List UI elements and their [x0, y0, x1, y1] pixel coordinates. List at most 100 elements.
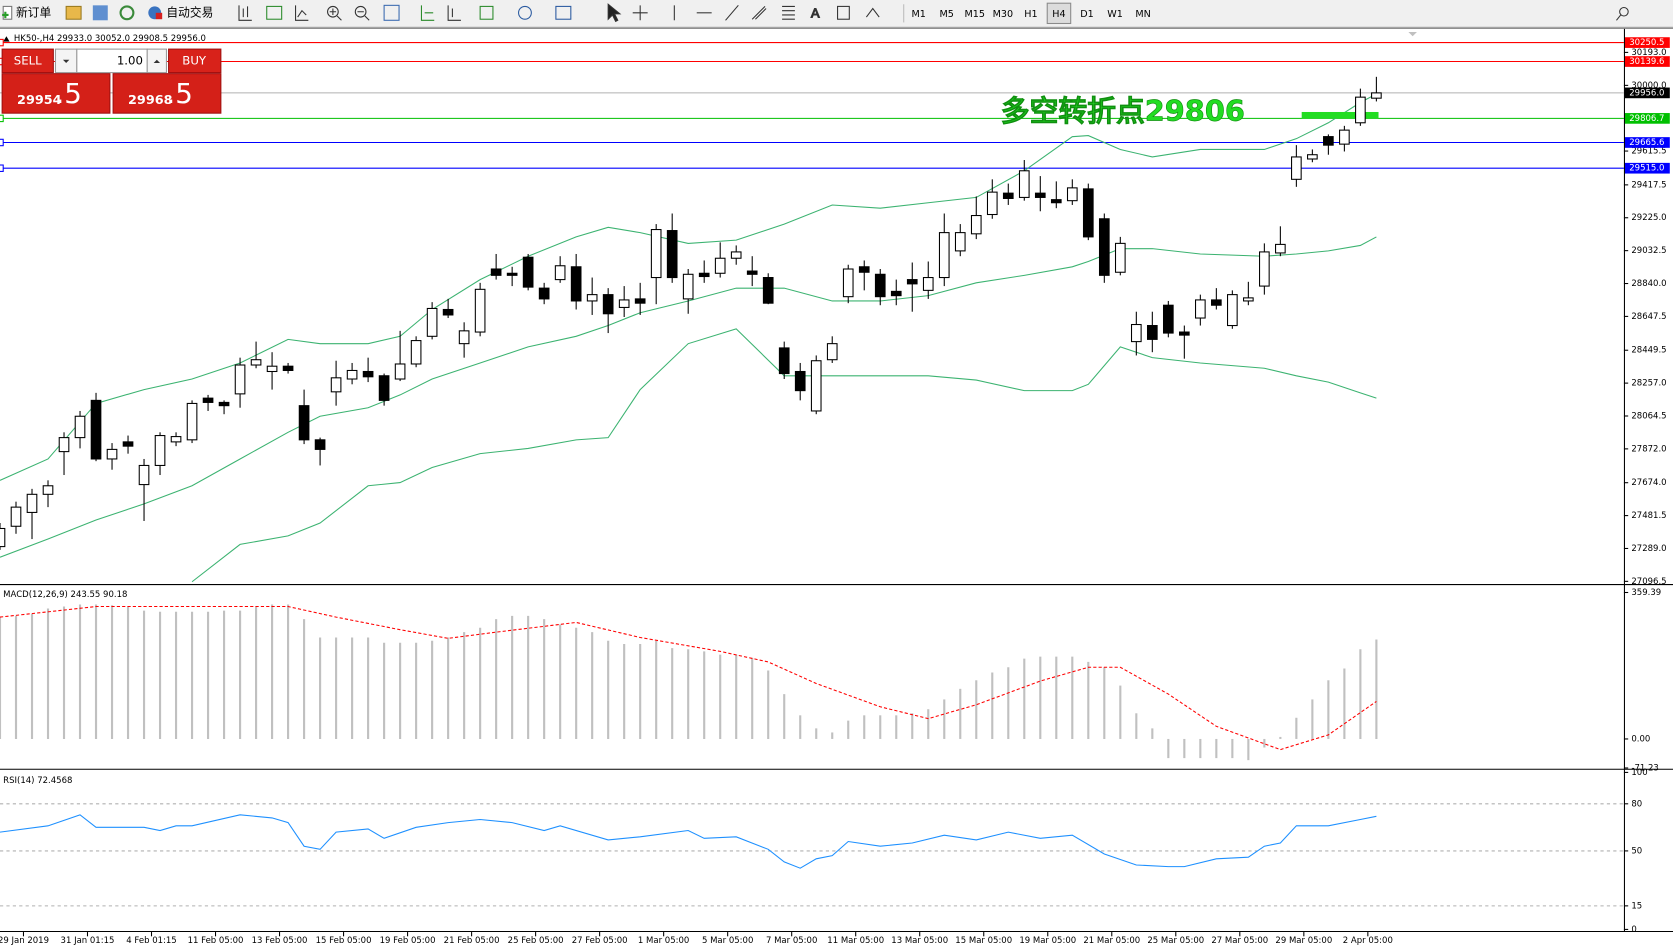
y-tick-label: 28064.5: [1631, 411, 1666, 421]
candle-body: [1002, 192, 1014, 199]
volume-value[interactable]: 1.00: [117, 53, 143, 67]
timeframe-button[interactable]: M1: [911, 9, 925, 20]
candle-body: [986, 191, 998, 216]
new-order-label[interactable]: 新订单: [16, 5, 51, 19]
candle-body: [186, 402, 198, 441]
ask-pips[interactable]: .5: [166, 77, 192, 110]
candle-body: [634, 298, 646, 304]
text-tool[interactable]: A: [810, 6, 820, 22]
candle-body: [378, 375, 390, 401]
price-level-tag: [1624, 113, 1670, 124]
candle-body: [314, 439, 326, 450]
sell-label[interactable]: SELL: [14, 53, 42, 67]
candle-body: [602, 294, 614, 315]
candle-body: [138, 464, 150, 486]
y-tick-label: 100: [1631, 768, 1647, 778]
plots: 30193.0 30000.0 29615.5 29417.5 29225.0 29032…: [0, 37, 1670, 946]
candle-body: [282, 365, 294, 372]
candle-body: [122, 441, 134, 447]
price-level-label: 29515.0: [1629, 164, 1664, 174]
current-price-label: 29956.0: [1629, 88, 1664, 98]
candle-body: [1307, 154, 1318, 160]
sell-button[interactable]: [1, 48, 54, 74]
candle-body: [266, 365, 278, 373]
candle-body: [58, 437, 70, 453]
timeframe-button[interactable]: MN: [1135, 9, 1150, 20]
y-tick-label: 27872.0: [1631, 444, 1666, 454]
candle-body: [154, 435, 166, 466]
level-anchor: [0, 38, 4, 47]
x-tick-label: 25 Mar 05:00: [1147, 936, 1204, 946]
y-tick-label: 28257.0: [1631, 379, 1666, 389]
candle-body: [1050, 199, 1062, 204]
x-tick-label: 13 Mar 05:00: [891, 936, 948, 946]
candle-body: [1259, 251, 1270, 287]
timeframe-button[interactable]: M15: [965, 9, 985, 20]
timeframe-button[interactable]: M5: [940, 9, 954, 20]
candle-body: [442, 308, 454, 316]
shift-marker: [1408, 32, 1417, 37]
timeframe-selected[interactable]: [1046, 2, 1072, 25]
annotation-bar: [1301, 111, 1379, 119]
timeframe-button[interactable]: D1: [1080, 9, 1093, 20]
line: [0, 93, 1377, 481]
timeframe-button[interactable]: M30: [993, 9, 1013, 20]
icon[interactable]: [119, 5, 135, 21]
candle-body: [1211, 299, 1222, 306]
auto-trading-label[interactable]: 自动交易: [166, 5, 213, 19]
ask-price-box[interactable]: [112, 73, 222, 114]
icon[interactable]: [65, 5, 82, 20]
candle-body: [218, 401, 230, 407]
annotation: 多空转折点29806: [1001, 94, 1245, 128]
y-tick-label: 29417.5: [1631, 180, 1666, 190]
candle-body: [858, 266, 870, 273]
ask-main[interactable]: 29968: [128, 93, 173, 108]
current-price-tag: [1624, 87, 1670, 99]
x-tick-label: 27 Mar 05:00: [1211, 936, 1268, 946]
toolbar-icons[interactable]: A: [238, 3, 1629, 23]
arrow: [62, 59, 70, 63]
bid-main[interactable]: 29954: [17, 93, 62, 108]
x-tick-label: 11 Feb 05:00: [188, 936, 244, 946]
x-tick-label: 29 Mar 05:00: [1275, 936, 1332, 946]
candle-body: [410, 340, 422, 365]
y-tick-label: 0: [1631, 925, 1636, 935]
candle-body: [1323, 136, 1334, 146]
timeframe-button[interactable]: H1: [1024, 9, 1037, 20]
candle-body: [906, 279, 918, 285]
bid-price-box[interactable]: [1, 73, 111, 114]
candle-body: [874, 273, 886, 298]
candle-body: [234, 364, 246, 395]
candle-body: [1018, 170, 1030, 198]
level-anchor: [0, 114, 4, 123]
bid-pips[interactable]: .5: [55, 77, 81, 110]
x-tick-label: 21 Feb 05:00: [444, 936, 500, 946]
candle-body: [922, 277, 934, 291]
price-level-tag: [1624, 137, 1670, 148]
buy-button[interactable]: [168, 48, 222, 74]
timeframe-button[interactable]: H4: [1052, 9, 1065, 20]
candle-body: [1066, 187, 1078, 202]
candle-body: [682, 273, 694, 300]
candle-body: [1275, 243, 1286, 254]
candle-body: [1146, 325, 1158, 340]
auto-trading-button[interactable]: 自动交易: [148, 5, 213, 19]
timeframe-button[interactable]: W1: [1107, 9, 1123, 20]
candle-body: [570, 266, 582, 302]
candle-body: [1034, 192, 1046, 198]
candle-body: [10, 506, 22, 527]
icon[interactable]: [92, 5, 108, 21]
candle-body: [42, 485, 54, 495]
candle-body: [1355, 96, 1366, 124]
candle-body: [1371, 92, 1382, 99]
timeframe-bar: M1 M5 M15 M30 H1 H4 D1 W1 MN: [903, 2, 1151, 25]
x-tick-label: 31 Jan 01:15: [61, 936, 115, 946]
buy-label[interactable]: BUY: [182, 53, 207, 67]
new-order-button[interactable]: 新订单: [2, 5, 51, 20]
candle-body: [170, 436, 182, 443]
price-level-tag: [1624, 37, 1670, 48]
x-tick-label: 15 Mar 05:00: [955, 936, 1012, 946]
candle-body: [0, 527, 6, 548]
x-tick-label: 19 Feb 05:00: [380, 936, 436, 946]
